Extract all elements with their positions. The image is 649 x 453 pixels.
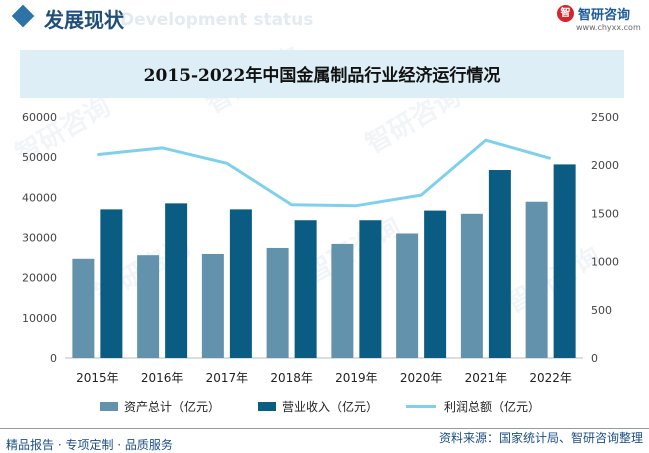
header-title: 发展现状	[44, 8, 124, 32]
logo-text: 智研咨询	[578, 8, 631, 23]
bar-revenue	[100, 209, 123, 358]
y-left-tick-label: 30000	[22, 232, 57, 245]
page-footer: 精品报告 · 专项定制 · 品质服务 资料来源：国家统计局、智研咨询整理	[0, 428, 649, 453]
y-right-tick-label: 500	[591, 304, 612, 317]
y-left-tick-label: 0	[50, 352, 57, 365]
logo-url: www.chyxx.com	[576, 23, 641, 32]
bar-assets	[460, 213, 483, 358]
chart-legend: 资产总计（亿元） 营业收入（亿元） 利润总额（亿元）	[0, 396, 649, 416]
footer-divider	[0, 428, 649, 429]
bar-revenue	[359, 220, 382, 358]
y-right-tick-label: 2500	[591, 111, 619, 124]
legend-label: 资产总计（亿元）	[124, 400, 221, 414]
bar-revenue	[229, 209, 252, 358]
bar-assets	[331, 243, 354, 358]
page-header: Development status 发展现状 智 智研咨询 www.chyxx…	[0, 0, 649, 40]
x-tick-label: 2017年	[206, 371, 249, 385]
chart-canvas: 0 10000 20000 30000 40000 50000 60000 0 500 1000 1…	[22, 111, 619, 385]
legend-label: 营业收入（亿元）	[282, 400, 379, 414]
y-left-tick-label: 60000	[22, 111, 57, 124]
y-left-tick-label: 50000	[22, 151, 57, 164]
line-profit	[97, 138, 552, 208]
x-tick-label: 2021年	[465, 371, 508, 385]
bar-revenue	[553, 164, 576, 358]
x-tick-label: 2020年	[400, 371, 443, 385]
bar-revenue	[488, 170, 511, 358]
bar-assets	[396, 233, 419, 358]
x-tick-label: 2015年	[76, 371, 119, 385]
header-subtitle: Development status	[120, 10, 314, 30]
x-tick-label: 2022年	[529, 371, 572, 385]
legend-line	[406, 405, 436, 408]
bar-revenue	[165, 203, 188, 358]
y-left-tick-label: 20000	[22, 272, 57, 285]
footer-source: 资料来源：国家统计局、智研咨询整理	[438, 431, 643, 445]
y-right-tick-label: 1500	[591, 207, 619, 220]
bar-assets	[137, 255, 160, 358]
brand-logo: 智 智研咨询 www.chyxx.com	[557, 4, 647, 38]
bar-assets	[525, 201, 548, 358]
bar-assets	[266, 247, 289, 358]
legend-swatch	[100, 402, 118, 411]
chart-title: 2015-2022年中国金属制品行业经济运行情况	[143, 66, 501, 86]
y-right-tick-label: 1000	[591, 256, 619, 269]
y-right-tick-label: 2000	[591, 159, 619, 172]
chart-title-band: 2015-2022年中国金属制品行业经济运行情况	[20, 50, 624, 98]
y-right-tick-label: 0	[591, 352, 598, 365]
y-left-tick-label: 10000	[22, 312, 57, 325]
bar-assets	[72, 258, 95, 358]
x-tick-label: 2016年	[141, 371, 184, 385]
x-tick-label: 2019年	[335, 371, 378, 385]
bar-assets	[201, 253, 224, 358]
x-tick-label: 2018年	[270, 371, 313, 385]
footer-slogan: 精品报告 · 专项定制 · 品质服务	[6, 438, 173, 452]
legend-swatch	[258, 402, 276, 411]
legend-label: 利润总额（亿元）	[444, 400, 541, 414]
logo-icon: 智	[557, 5, 574, 22]
bar-revenue	[294, 220, 317, 358]
y-left-tick-label: 40000	[22, 191, 57, 204]
bar-revenue	[424, 210, 447, 358]
